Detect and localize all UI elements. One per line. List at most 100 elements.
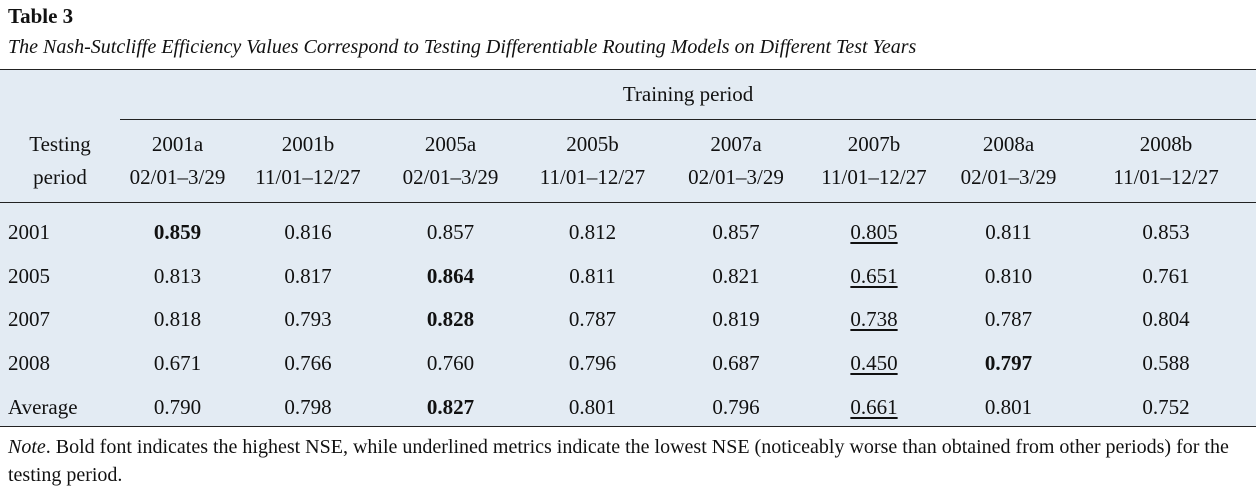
column-range: 02/01–3/29 [960, 165, 1057, 189]
table-cell: 0.821 [665, 255, 807, 299]
table-cell: 0.805 [807, 203, 941, 255]
stub-spacer [0, 70, 120, 120]
cell-value: 0.864 [426, 263, 475, 288]
row-label: 2007 [8, 307, 50, 332]
table-cell: 0.801 [941, 385, 1076, 429]
table-cell: 0.819 [665, 298, 807, 342]
table-cell: 0.857 [665, 203, 807, 255]
cell-value: 0.752 [1142, 394, 1190, 419]
cell-value: 0.828 [426, 307, 475, 332]
table-cell: 0.812 [520, 203, 665, 255]
table-cell: 0.450 [807, 342, 941, 386]
column-range: 02/01–3/29 [129, 165, 226, 189]
column-name: 2005b [566, 132, 619, 156]
cell-value: 0.790 [153, 394, 202, 419]
cell-value: 0.857 [712, 220, 760, 245]
table-container: Training period Testing period 2001a 02/0… [0, 69, 1256, 427]
table-cell: 0.857 [381, 203, 520, 255]
column-range: 02/01–3/29 [402, 165, 499, 189]
cell-value: 0.661 [850, 394, 898, 419]
cell-value: 0.805 [850, 220, 898, 245]
table-cell: 0.752 [1076, 385, 1256, 429]
cell-value: 0.651 [850, 263, 898, 288]
nse-table: Training period Testing period 2001a 02/0… [0, 70, 1256, 429]
cell-value: 0.787 [984, 307, 1033, 332]
training-period-spanner: Training period [120, 70, 1256, 120]
table-cell: 0.651 [807, 255, 941, 299]
cell-value: 0.671 [153, 351, 202, 376]
cell-value: 0.797 [984, 351, 1033, 376]
column-range: 11/01–12/27 [255, 165, 361, 189]
cell-value: 0.804 [1142, 307, 1190, 332]
cell-value: 0.787 [568, 307, 617, 332]
table-cell: 0.790 [120, 385, 235, 429]
table-cell: 0.810 [941, 255, 1076, 299]
table-cell: 0.816 [235, 203, 381, 255]
cell-value: 0.738 [850, 307, 898, 332]
cell-value: 0.857 [426, 220, 475, 245]
table-cell: 0.588 [1076, 342, 1256, 386]
column-header: 2007a 02/01–3/29 [665, 119, 807, 203]
column-header: 2005a 02/01–3/29 [381, 119, 520, 203]
table-cell: 0.796 [520, 342, 665, 386]
cell-value: 0.811 [569, 263, 616, 288]
cell-value: 0.798 [284, 394, 332, 419]
table-row: 2007 0.818 0.793 0.828 0.787 0.819 0.738 0.787 0… [0, 298, 1256, 342]
row-label: 2001 [8, 220, 50, 245]
cell-value: 0.801 [984, 394, 1033, 419]
table-row: Average 0.790 0.798 0.827 0.801 0.796 0.661 0.8… [0, 385, 1256, 429]
row-label: Average [8, 394, 78, 419]
cell-value: 0.687 [712, 351, 760, 376]
note-lead: Note [8, 436, 46, 458]
stub-header: Testing period [0, 119, 120, 203]
row-label: 2008 [8, 351, 50, 376]
table-cell: 0.761 [1076, 255, 1256, 299]
table-cell: 0.817 [235, 255, 381, 299]
cell-value: 0.760 [426, 351, 475, 376]
column-range: 11/01–12/27 [821, 165, 927, 189]
table-cell: 0.738 [807, 298, 941, 342]
table-cell: 0.796 [665, 385, 807, 429]
table-row: 2001 0.859 0.816 0.857 0.812 0.857 0.805 0.811 0… [0, 203, 1256, 255]
note-text: . Bold font indicates the highest NSE, w… [8, 436, 1229, 486]
table-cell: 0.787 [941, 298, 1076, 342]
table-row: 2005 0.813 0.817 0.864 0.811 0.821 0.651 0.810 0… [0, 255, 1256, 299]
table-cell: 0.687 [665, 342, 807, 386]
table-row: 2008 0.671 0.766 0.760 0.796 0.687 0.450 0.797 0… [0, 342, 1256, 386]
column-name: 2001a [151, 132, 204, 156]
cell-value: 0.853 [1142, 220, 1190, 245]
table-caption: The Nash-Sutcliffe Efficiency Values Cor… [8, 36, 917, 58]
column-name: 2005a [424, 132, 477, 156]
table-cell: 0.793 [235, 298, 381, 342]
column-header: 2001b 11/01–12/27 [235, 119, 381, 203]
column-header: 2005b 11/01–12/27 [520, 119, 665, 203]
table-cell: 0.853 [1076, 203, 1256, 255]
table-cell: 0.671 [120, 342, 235, 386]
column-header: 2001a 02/01–3/29 [120, 119, 235, 203]
cell-value: 0.761 [1142, 263, 1190, 288]
cell-value: 0.819 [712, 307, 760, 332]
table-cell: 0.864 [381, 255, 520, 299]
table-cell: 0.811 [520, 255, 665, 299]
cell-value: 0.827 [426, 394, 475, 419]
column-header-row: Testing period 2001a 02/01–3/29 2001b 11/01… [0, 119, 1256, 203]
column-name: 2007b [847, 132, 901, 156]
column-header: 2008a 02/01–3/29 [941, 119, 1076, 203]
cell-value: 0.813 [153, 263, 202, 288]
cell-value: 0.859 [153, 220, 202, 245]
column-name: 2008b [1139, 132, 1193, 156]
table-cell: 0.859 [120, 203, 235, 255]
table-label: Table 3 [8, 4, 74, 28]
column-range: 11/01–12/27 [1113, 165, 1219, 189]
spanner-row: Training period [0, 70, 1256, 120]
cell-value: 0.766 [284, 351, 332, 376]
table-cell: 0.813 [120, 255, 235, 299]
column-header: 2007b 11/01–12/27 [807, 119, 941, 203]
cell-value: 0.796 [712, 394, 760, 419]
cell-value: 0.812 [568, 220, 617, 245]
cell-value: 0.801 [568, 394, 617, 419]
stub-header-line2: period [33, 164, 87, 189]
stub-header-line1: Testing [29, 131, 91, 156]
table-cell: 0.766 [235, 342, 381, 386]
